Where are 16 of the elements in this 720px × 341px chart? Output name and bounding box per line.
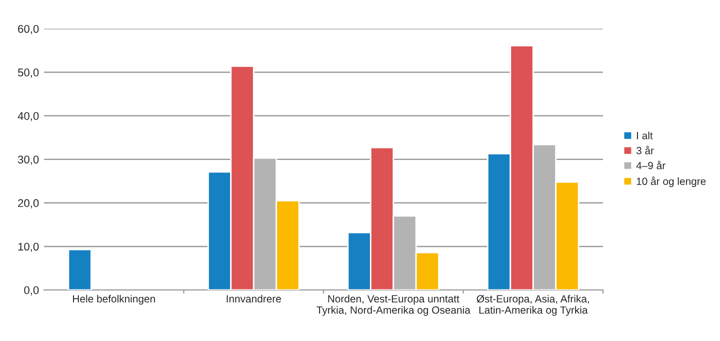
legend-label: 3 år — [636, 146, 654, 154]
bar — [68, 248, 92, 290]
legend-label: 10 år og lengre — [636, 176, 706, 188]
legend-label: I alt — [637, 132, 653, 140]
x-tick-label: Øst-Europa, Asia, Afrika, Latin-Amerika og Tyrkia — [476, 294, 589, 316]
y-tick-label: 0,0 — [24, 286, 39, 296]
x-tick-label: Hele befolkningen — [73, 294, 155, 305]
y-tick-label: 20,0 — [18, 199, 39, 208]
y-tick-label: 10,0 — [18, 242, 39, 252]
y-tick-label: 30,0 — [18, 156, 39, 165]
x-tick-label: Norden, Vest-Europa unntatt Tyrkia, Nord-Amerika og Oseania — [316, 294, 470, 316]
y-tick-label: 40,0 — [18, 112, 39, 122]
y-tick-label: 60,0 — [18, 24, 39, 34]
legend-label: 4–9 år — [636, 160, 666, 170]
x-tick-label: Innvandrere — [226, 294, 281, 303]
y-tick-label: 50,0 — [18, 68, 39, 78]
